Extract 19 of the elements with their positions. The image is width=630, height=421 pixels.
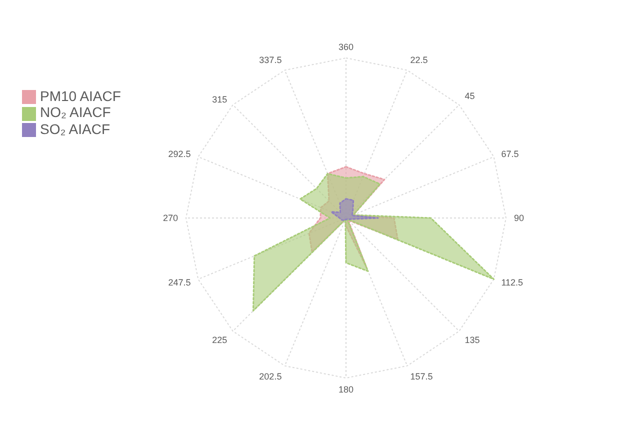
- spoke-label: 112.5: [501, 277, 524, 288]
- spoke-label: 157.5: [410, 372, 433, 382]
- spoke-label: 315: [212, 94, 228, 104]
- spoke-label: 247.5: [168, 277, 191, 288]
- spoke-label: 180: [338, 384, 354, 394]
- legend-label: SO₂ AIACF: [40, 120, 110, 137]
- spoke-label: 90: [514, 213, 524, 224]
- legend-label: PM10 AIACF: [40, 88, 121, 104]
- spoke-label: 360: [338, 42, 354, 52]
- spoke-label: 67.5: [501, 148, 519, 159]
- spoke-label: 225: [212, 335, 228, 346]
- spoke-label: 45: [464, 91, 475, 102]
- spoke-label: 337.5: [259, 54, 282, 65]
- spoke-label: 135: [464, 335, 480, 346]
- spoke-label: 292.5: [168, 148, 191, 159]
- legend-label: NO₂ AIACF: [40, 104, 111, 120]
- spoke-label: 22.5: [410, 54, 428, 65]
- spoke-label: 270: [162, 213, 178, 224]
- spoke-label: 202.5: [259, 372, 282, 382]
